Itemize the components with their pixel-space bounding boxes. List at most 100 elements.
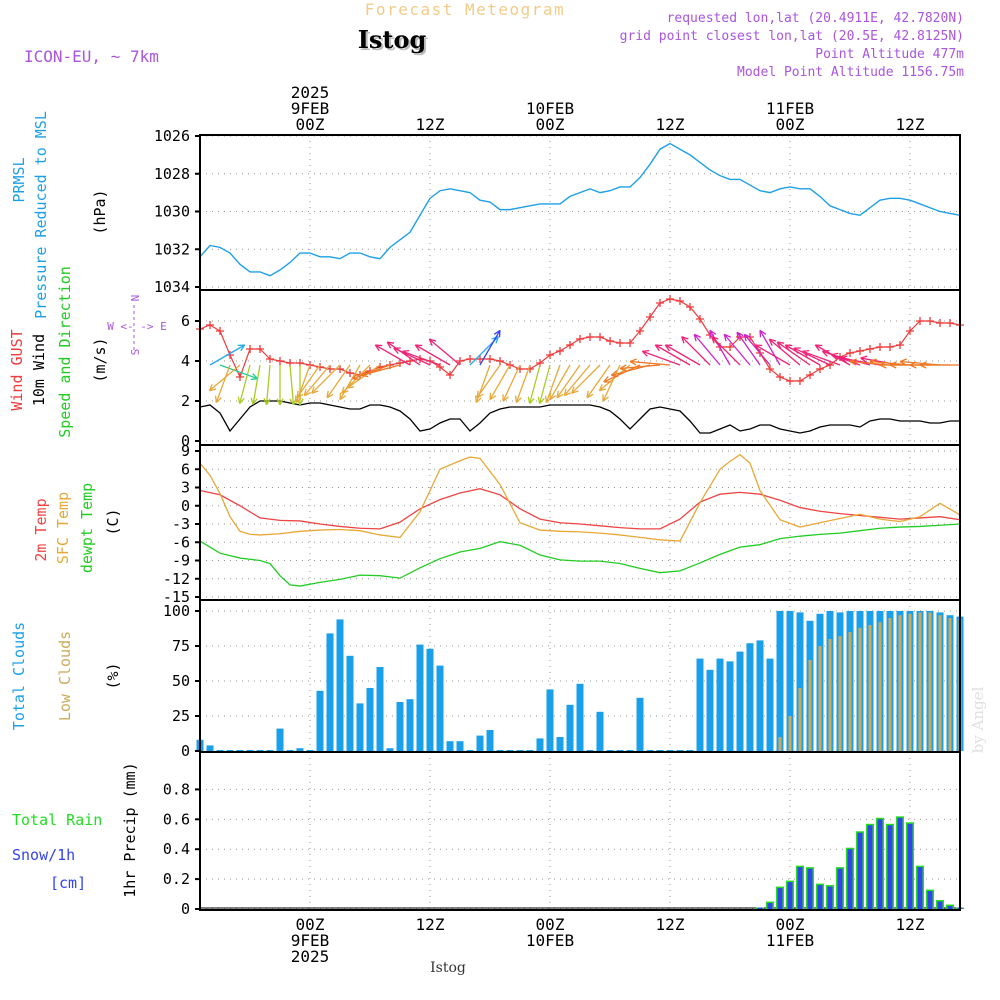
wind-arrow-head	[237, 396, 245, 405]
low-cloud-bar	[828, 639, 832, 751]
time-label-top: 00Z	[776, 115, 805, 134]
snow-bar	[897, 817, 903, 909]
gust-marker	[246, 345, 254, 353]
y-tick-label: 0	[181, 432, 190, 450]
total-cloud-bar	[446, 741, 454, 751]
wind-arrow-head	[754, 344, 763, 352]
wind-arrow-head	[263, 398, 271, 406]
wind-arrow	[768, 338, 801, 366]
total-cloud-bar	[746, 643, 754, 751]
gust-marker	[236, 373, 244, 381]
total-cloud-bar	[766, 658, 774, 751]
wind-arrow-head	[821, 349, 830, 357]
gust-marker	[896, 341, 904, 349]
wind-arrow-head	[556, 390, 564, 399]
gust-marker	[846, 349, 854, 357]
low-cloud-bar	[898, 615, 902, 751]
wind-arrow	[502, 364, 521, 402]
wind-arrow	[776, 341, 811, 366]
wind-arrow-head	[709, 329, 717, 338]
y-tick-label: 1034	[154, 278, 190, 296]
snow-bar	[867, 825, 873, 909]
low-clouds-title: Low Clouds	[56, 631, 74, 721]
total-cloud-bar	[416, 644, 424, 751]
wind-arrow	[311, 364, 341, 394]
wind-arrow	[361, 364, 401, 376]
requested-coords: requested lon,lat (20.4911E, 42.7820N)	[667, 11, 964, 26]
total-cloud-bar	[326, 633, 334, 751]
y-tick-label: 0.6	[163, 810, 190, 828]
y-tick-label: 1026	[154, 127, 190, 145]
wind-arrow	[545, 364, 561, 403]
y-tick-label: 1030	[154, 203, 190, 221]
gust-marker	[566, 341, 574, 349]
total-cloud-bar	[346, 655, 354, 751]
time-label-bottom: 00Z	[536, 915, 565, 934]
wind-arrow-head	[586, 390, 594, 399]
gust-marker	[906, 327, 914, 335]
wind-arrow	[793, 347, 831, 366]
wind-arrow-head	[214, 395, 222, 404]
gust-marker	[616, 339, 624, 347]
wind-arrow-head	[237, 344, 246, 352]
wind-arrow	[693, 333, 721, 366]
wind-arrow-head	[664, 344, 673, 352]
time-label-bottom: 12Z	[416, 915, 445, 934]
gust-marker	[936, 319, 944, 327]
wind-arrow	[375, 344, 411, 366]
wind-arrow-head	[360, 370, 369, 378]
wind-arrow-head	[889, 361, 897, 369]
wind-arrow-head	[879, 361, 887, 369]
gust-marker	[856, 347, 864, 355]
wind-arrow	[415, 344, 451, 366]
wind-arrow-head	[598, 384, 607, 392]
wind-arrow	[239, 364, 251, 404]
gust-marker	[446, 371, 454, 379]
gust-marker	[206, 321, 214, 329]
wind-arrow-head	[414, 344, 423, 352]
wind-arrow	[759, 330, 781, 366]
wind-arrow-head	[428, 338, 437, 346]
y-tick-label: 9	[181, 442, 190, 460]
wind-arrow	[386, 341, 421, 366]
wind-arrow-head	[514, 395, 522, 404]
wind-arrow-head	[311, 386, 319, 394]
total-cloud-bar	[366, 688, 374, 751]
time-label-top: 9FEB	[291, 99, 330, 118]
time-label-bottom: 12Z	[656, 915, 685, 934]
total-cloud-bar	[426, 648, 434, 751]
total-cloud-bar	[356, 703, 364, 751]
gust-marker	[816, 365, 824, 373]
wind-arrow-head	[401, 349, 410, 357]
snow-bar	[887, 825, 893, 909]
low-cloud-bar	[858, 627, 862, 751]
gust-marker	[876, 343, 884, 351]
frames-layer	[195, 134, 961, 911]
gust-marker	[916, 317, 924, 325]
wind-arrow-head	[919, 361, 927, 369]
precip-title: 1hr Precip (mm)	[121, 762, 139, 897]
wind-arrow-head	[474, 395, 482, 404]
total-cloud-bar	[536, 738, 544, 751]
snow-bar	[837, 868, 843, 909]
gust-marker	[216, 327, 224, 335]
wind-arrow	[215, 364, 231, 403]
wind-arrow	[655, 344, 691, 366]
wind-arrow-head	[830, 352, 839, 360]
wind-arrow	[755, 344, 791, 366]
wind-arrow-head	[537, 396, 545, 405]
y-tick-label: -6	[172, 533, 190, 551]
gust-marker	[886, 343, 894, 351]
wind-arrow-head	[571, 386, 579, 394]
gust-marker	[336, 365, 344, 373]
time-label-bottom: 00Z	[776, 915, 805, 934]
model-altitude: Model Point Altitude 1156.75m	[737, 65, 964, 80]
wind-arrow	[479, 330, 501, 366]
y-tick-label: 0.8	[163, 780, 190, 798]
total-cloud-bar	[736, 651, 744, 751]
time-label-top: 00Z	[536, 115, 565, 134]
wind-arrow-head	[654, 344, 663, 352]
wind-arrow-head	[250, 397, 258, 405]
low-cloud-bar	[918, 612, 922, 751]
